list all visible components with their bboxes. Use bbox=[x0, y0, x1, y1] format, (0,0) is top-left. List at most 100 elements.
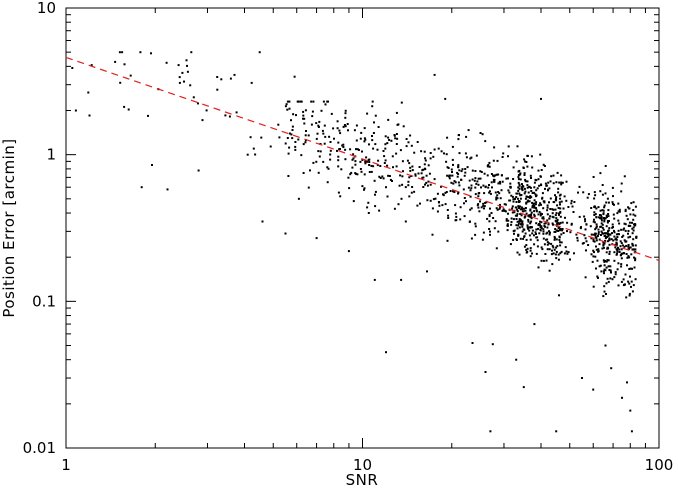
data-point bbox=[596, 275, 599, 278]
data-point bbox=[553, 248, 556, 251]
data-point bbox=[619, 240, 622, 243]
data-point bbox=[596, 235, 599, 237]
data-point bbox=[363, 140, 366, 143]
data-point bbox=[344, 109, 347, 112]
data-point bbox=[490, 173, 493, 175]
data-point bbox=[531, 226, 533, 229]
data-point bbox=[324, 135, 327, 138]
data-point bbox=[542, 217, 545, 220]
data-point bbox=[407, 141, 410, 144]
data-point bbox=[538, 204, 541, 207]
data-point bbox=[519, 172, 522, 175]
data-point bbox=[373, 179, 376, 182]
data-point bbox=[408, 176, 411, 179]
data-point bbox=[481, 133, 484, 136]
data-point bbox=[190, 51, 193, 54]
data-point bbox=[608, 250, 611, 253]
data-point bbox=[356, 173, 359, 176]
data-point bbox=[490, 212, 493, 214]
data-point bbox=[539, 202, 542, 205]
data-point bbox=[402, 125, 405, 128]
data-point bbox=[542, 207, 545, 210]
data-point bbox=[261, 220, 264, 223]
data-point bbox=[533, 210, 536, 213]
data-point bbox=[531, 206, 534, 209]
data-point bbox=[629, 235, 632, 238]
data-point bbox=[416, 141, 419, 143]
data-point bbox=[150, 52, 152, 55]
data-point bbox=[617, 202, 620, 205]
data-point bbox=[546, 241, 549, 244]
data-point bbox=[500, 174, 503, 177]
data-point bbox=[355, 124, 358, 127]
data-point bbox=[634, 257, 637, 260]
data-point bbox=[515, 358, 518, 361]
data-point bbox=[624, 210, 627, 213]
data-point bbox=[597, 276, 599, 279]
data-point bbox=[300, 154, 303, 157]
data-point bbox=[407, 180, 410, 183]
data-point bbox=[451, 158, 454, 161]
data-point bbox=[507, 177, 509, 180]
data-point bbox=[454, 181, 457, 184]
data-point bbox=[558, 213, 560, 216]
data-point bbox=[635, 236, 638, 239]
data-point bbox=[548, 233, 551, 236]
data-point bbox=[511, 195, 514, 198]
data-point bbox=[604, 269, 607, 272]
data-point bbox=[552, 246, 555, 249]
data-point bbox=[535, 233, 537, 235]
data-point bbox=[604, 236, 607, 239]
data-point bbox=[350, 171, 353, 174]
data-point bbox=[539, 175, 542, 178]
data-point bbox=[294, 148, 297, 151]
data-point bbox=[408, 162, 411, 165]
data-point bbox=[517, 224, 520, 227]
data-point bbox=[604, 165, 607, 167]
data-point bbox=[470, 237, 473, 240]
data-point bbox=[621, 244, 624, 247]
data-point bbox=[395, 165, 398, 168]
data-point bbox=[559, 244, 562, 247]
x-tick-label: 1 bbox=[61, 456, 71, 474]
data-point bbox=[477, 195, 480, 198]
data-point bbox=[479, 177, 482, 180]
data-point bbox=[518, 220, 521, 222]
data-point bbox=[483, 172, 486, 175]
data-point bbox=[581, 377, 583, 379]
data-point bbox=[552, 201, 555, 203]
data-point bbox=[536, 245, 539, 248]
data-point bbox=[342, 146, 345, 148]
data-point bbox=[632, 218, 635, 221]
data-point bbox=[615, 248, 618, 251]
data-point bbox=[584, 237, 587, 240]
data-point bbox=[529, 249, 532, 252]
data-point bbox=[630, 202, 633, 205]
data-point bbox=[517, 181, 520, 184]
data-point bbox=[477, 183, 480, 186]
data-point bbox=[433, 73, 436, 76]
data-point bbox=[524, 209, 527, 212]
data-point bbox=[528, 200, 531, 203]
data-point bbox=[519, 237, 522, 240]
data-point bbox=[410, 191, 413, 194]
data-point bbox=[634, 214, 637, 217]
data-point bbox=[302, 114, 305, 117]
data-point bbox=[538, 184, 541, 187]
data-point bbox=[451, 174, 454, 177]
data-point bbox=[538, 224, 541, 227]
data-point bbox=[440, 150, 443, 153]
data-point bbox=[537, 266, 540, 269]
data-point bbox=[595, 225, 598, 228]
data-point bbox=[543, 243, 546, 246]
data-point bbox=[480, 206, 483, 209]
data-point bbox=[495, 196, 498, 199]
data-point bbox=[599, 225, 602, 228]
data-point bbox=[366, 112, 369, 115]
data-point bbox=[470, 187, 473, 190]
data-point bbox=[603, 206, 606, 209]
data-point bbox=[478, 192, 481, 194]
data-point bbox=[510, 221, 513, 223]
data-point bbox=[521, 230, 524, 233]
data-point bbox=[633, 266, 636, 269]
